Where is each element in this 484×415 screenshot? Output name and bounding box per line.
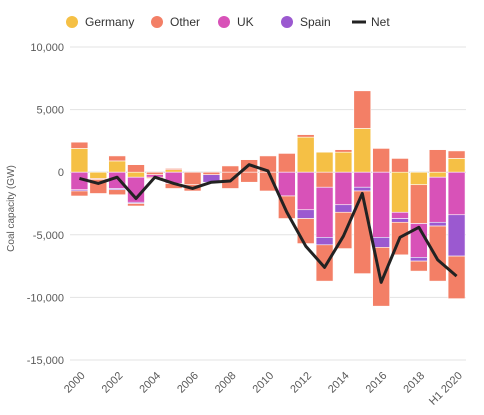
bar-segment	[240, 171, 258, 183]
bar-segment	[296, 171, 315, 211]
bar-segment	[296, 136, 315, 173]
bar-segment	[127, 203, 145, 207]
x-axis: 2000 2002 2004 2006 2008 2010 2012 2014 2016 2018…	[62, 370, 465, 408]
bar-segment	[334, 149, 353, 153]
x-tick-label: 2000	[62, 370, 88, 396]
bar-segment	[315, 244, 334, 282]
legend-swatch	[151, 16, 163, 28]
bar-segment	[428, 149, 447, 173]
bar-segment	[108, 189, 126, 196]
bar-segment	[70, 141, 89, 149]
bar-segment	[372, 171, 390, 238]
x-tick-label: 2008	[213, 370, 239, 396]
bar-segment	[410, 171, 428, 186]
bar-segment	[428, 176, 447, 223]
legend: Germany Other UK Spain Net	[66, 15, 390, 29]
net-line-group	[79, 163, 458, 284]
bar-segment	[70, 148, 89, 173]
bar-segment	[410, 257, 428, 262]
y-tick-label: 10,000	[30, 42, 64, 54]
bar-segment	[334, 171, 353, 206]
bar-segment	[334, 204, 353, 213]
bar-segment	[391, 158, 409, 173]
legend-swatch	[218, 16, 230, 28]
bar-segment	[391, 218, 409, 223]
x-tick-label: 2002	[100, 370, 126, 396]
bar-segment	[278, 153, 296, 173]
bar-segment	[353, 90, 372, 129]
bar-segment	[70, 190, 89, 197]
bar-segment	[164, 168, 183, 170]
y-tick-label: 5,000	[36, 105, 64, 117]
bar-segment	[410, 184, 428, 224]
bar-segment	[278, 171, 296, 197]
bar-segment	[353, 186, 372, 192]
bar-segment	[296, 209, 315, 219]
bar-segment	[428, 171, 447, 178]
legend-label: Net	[371, 15, 390, 29]
bar-segment	[353, 171, 372, 188]
bar-segment	[315, 171, 334, 188]
y-tick-label: 0	[58, 167, 64, 179]
bar-segment	[108, 160, 126, 173]
x-tick-label: 2016	[364, 370, 390, 396]
bar-segment	[89, 171, 108, 179]
bar-segment	[127, 171, 145, 178]
y-axis: 10,000 5,000 0 -5,000 -10,000 -15,000	[27, 42, 64, 367]
bar-segment	[447, 158, 466, 173]
bar-segment	[447, 214, 466, 257]
bar-segment	[391, 211, 409, 219]
bar-segment	[372, 237, 390, 248]
bar-segment	[391, 171, 409, 213]
y-tick-label: -5,000	[33, 230, 64, 242]
x-tick-label: 2014	[326, 370, 352, 396]
bar-segment	[164, 169, 183, 173]
bar-segment	[315, 237, 334, 246]
bar-segment	[315, 186, 334, 238]
bar-segment	[334, 151, 353, 173]
bar-segment	[127, 164, 145, 173]
x-tick-label: 2004	[137, 370, 163, 396]
legend-label: Germany	[85, 15, 134, 29]
bar-segment	[372, 148, 390, 173]
bar-segment	[447, 150, 466, 159]
net-line	[79, 163, 458, 284]
bar-segment	[296, 134, 315, 138]
x-tick-label: 2018	[401, 370, 427, 396]
x-tick-label: 2010	[251, 370, 277, 396]
y-tick-label: -15,000	[27, 355, 64, 367]
x-tick-label: 2006	[175, 370, 201, 396]
bar-segment	[202, 171, 221, 176]
bar-segment	[447, 171, 466, 216]
y-axis-title: Coal capacity (GW)	[6, 165, 17, 252]
bar-segment	[183, 171, 202, 186]
bar-segment	[428, 221, 447, 227]
bar-segment	[108, 155, 126, 162]
bar-segment	[315, 151, 334, 173]
bar-segment	[447, 255, 466, 299]
legend-label: UK	[237, 15, 254, 29]
y-tick-label: -10,000	[27, 292, 64, 304]
legend-label: Spain	[300, 15, 331, 29]
bar-segment	[410, 260, 428, 272]
bar-segment	[428, 225, 447, 282]
x-tick-label: 2012	[288, 370, 314, 396]
bars	[70, 90, 466, 307]
x-tick-label: H1 2020	[427, 370, 465, 408]
bar-segment	[353, 128, 372, 173]
legend-swatch	[281, 16, 293, 28]
legend-label: Other	[170, 15, 200, 29]
bar-segment	[221, 165, 240, 173]
bar-segment	[296, 218, 315, 244]
bar-segment	[334, 211, 353, 249]
legend-swatch	[66, 16, 78, 28]
bar-segment	[146, 171, 164, 176]
